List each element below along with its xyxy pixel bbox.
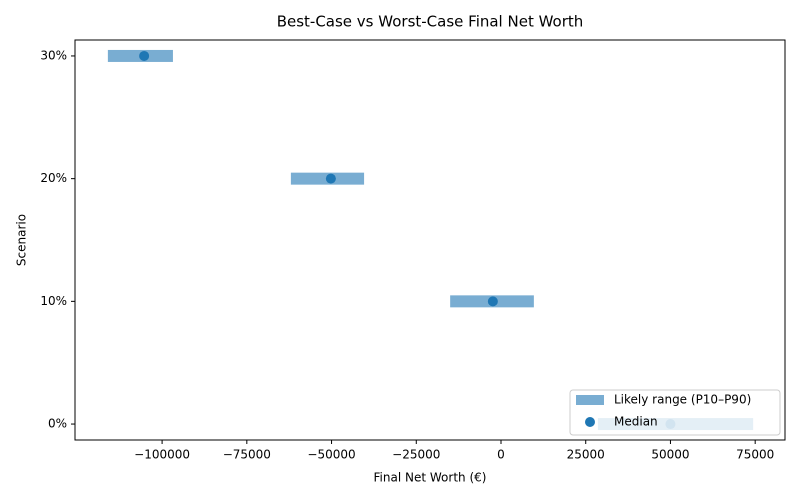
x-tick-label: 25000 (567, 448, 605, 462)
median-dot (325, 173, 336, 184)
y-tick-label: 10% (40, 294, 67, 308)
legend-swatch (576, 395, 604, 405)
legend-box (569, 389, 781, 436)
x-tick-label: 0 (497, 448, 505, 462)
y-axis-label: Scenario (15, 214, 29, 266)
plot-frame (74, 39, 786, 441)
x-tick-label: −100000 (134, 448, 190, 462)
legend-marker (585, 417, 595, 427)
legend-label: Likely range (P10–P90) (614, 393, 751, 407)
x-tick-label: 75000 (736, 448, 774, 462)
x-axis-label: Final Net Worth (€) (374, 471, 487, 485)
x-tick-label: −75000 (223, 448, 271, 462)
x-tick-label: 50000 (651, 448, 689, 462)
legend-label: Median (614, 415, 658, 429)
x-tick-label: −25000 (392, 448, 440, 462)
chart-title: Best-Case vs Worst-Case Final Net Worth (277, 13, 584, 31)
y-tick-label: 20% (40, 171, 67, 185)
x-tick-label: −50000 (307, 448, 355, 462)
median-dot (139, 50, 150, 61)
y-tick-label: 0% (48, 417, 67, 431)
y-tick-label: 30% (40, 48, 67, 62)
median-dot (487, 296, 498, 307)
